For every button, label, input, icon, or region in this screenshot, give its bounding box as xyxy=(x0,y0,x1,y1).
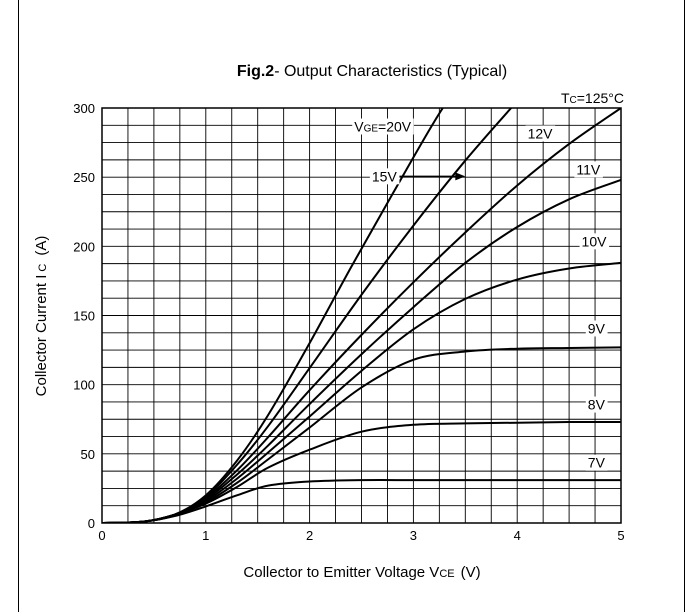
curve-label-background xyxy=(579,233,610,250)
x-tick-label: 1 xyxy=(202,528,209,543)
grid xyxy=(102,108,621,523)
curve-label: 9V xyxy=(588,320,606,336)
condition-value: =125°C xyxy=(577,90,624,106)
y-axis-label: Collector Current I C (A) xyxy=(33,236,50,397)
y-axis-label-unit: (A) xyxy=(33,236,50,256)
condition-label: TC=125°C xyxy=(561,90,624,106)
curves xyxy=(102,108,621,523)
curve-label-background xyxy=(352,118,414,135)
y-axis-label-main: Collector Current I xyxy=(33,275,50,397)
x-axis-label: Collector to Emitter Voltage VCE (V) xyxy=(243,564,480,581)
condition-prefix: T xyxy=(561,90,570,106)
chart-title: Fig.2- Output Characteristics (Typical) xyxy=(237,63,507,80)
curve-label: VGE=20V xyxy=(354,119,412,135)
curve-label-background xyxy=(525,125,556,142)
curve-label-background xyxy=(585,454,608,471)
x-tick-labels: 0 1 2 3 4 5 xyxy=(98,528,624,543)
y-tick-label: 0 xyxy=(88,516,95,531)
curve-label: 10V xyxy=(582,233,608,249)
y-axis-label-sub: C xyxy=(37,264,49,272)
y-tick-label: 150 xyxy=(73,309,95,324)
y-tick-label: 50 xyxy=(81,447,95,462)
y-tick-label: 300 xyxy=(73,101,95,116)
curve-label-background xyxy=(585,396,608,413)
curve-label: 8V xyxy=(588,397,606,413)
curve-label: 15V xyxy=(372,168,398,184)
y-tick-label: 100 xyxy=(73,378,95,393)
chart-title-rest: - Output Characteristics (Typical) xyxy=(274,63,507,80)
x-axis-label-main: Collector to Emitter Voltage V xyxy=(243,564,439,581)
curve-labels: VGE=20V 12V 15V 11V 10V 9V 8V 7V xyxy=(352,118,610,471)
x-tick-label: 3 xyxy=(410,528,417,543)
x-tick-label: 2 xyxy=(306,528,313,543)
condition-sub: C xyxy=(570,95,577,106)
x-tick-label: 4 xyxy=(514,528,521,543)
series-line xyxy=(102,420,621,523)
curve-label: 12V xyxy=(528,125,554,141)
curve-label: 11V xyxy=(576,161,601,177)
y-tick-labels: 0 50 100 150 200 250 300 xyxy=(73,101,95,531)
x-axis-label-sub: CE xyxy=(439,568,454,580)
y-tick-label: 250 xyxy=(73,170,95,185)
chart-title-bold: Fig.2 xyxy=(237,63,274,80)
x-tick-label: 5 xyxy=(617,528,624,543)
arrow-head xyxy=(455,172,466,181)
series-line xyxy=(102,479,621,523)
curve-label-background xyxy=(369,168,400,185)
plot-area-border xyxy=(101,107,622,524)
x-tick-label: 0 xyxy=(98,528,105,543)
curve-label-background xyxy=(585,320,608,337)
curve-label: 7V xyxy=(588,455,606,471)
curve-label-background xyxy=(574,161,603,178)
y-tick-label: 200 xyxy=(73,239,95,254)
x-axis-label-unit: (V) xyxy=(461,564,481,581)
